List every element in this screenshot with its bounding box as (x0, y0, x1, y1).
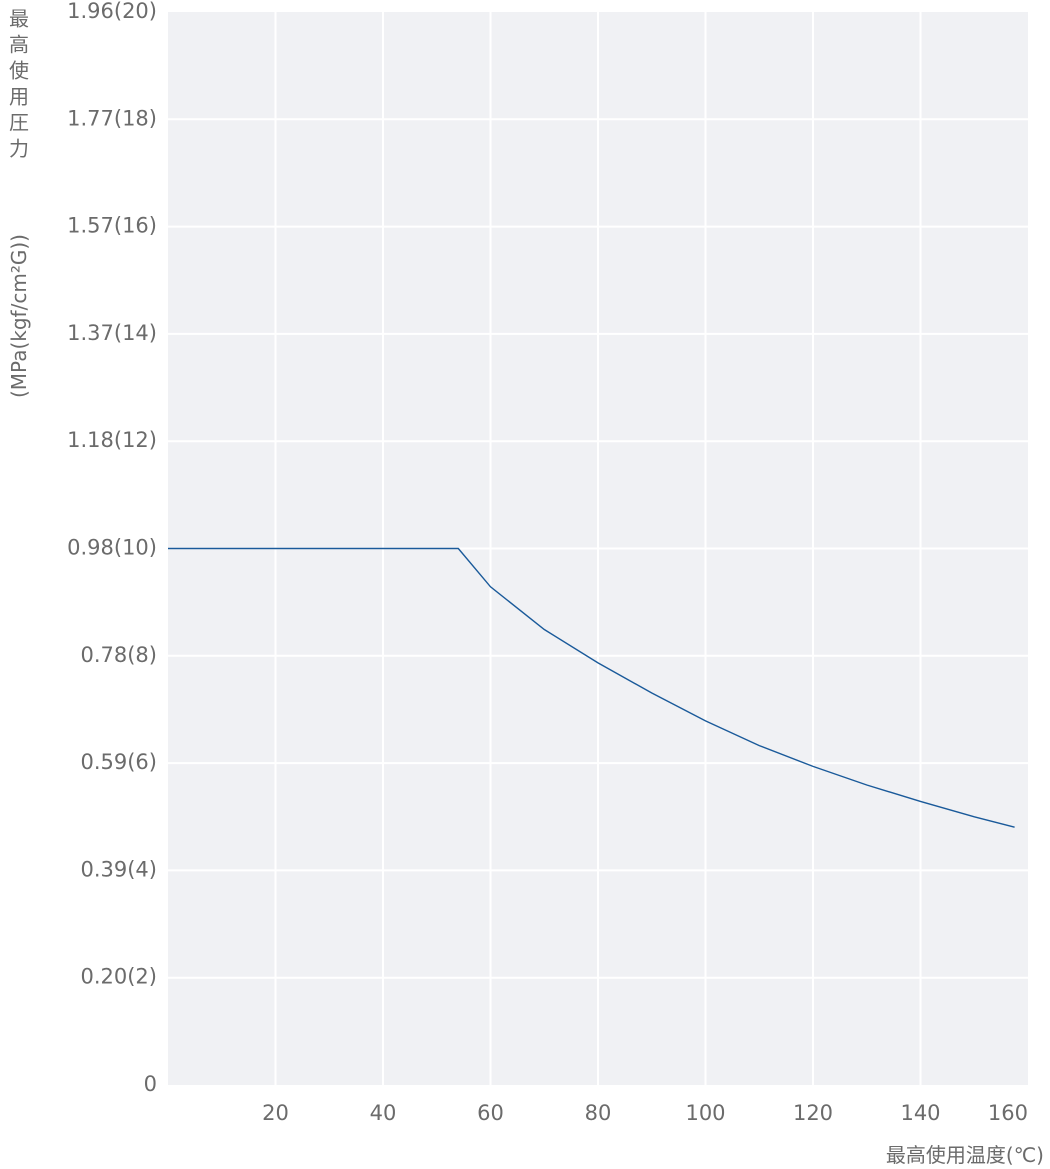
y-tick-label: 1.18(12) (67, 428, 157, 452)
x-tick-label: 140 (900, 1101, 940, 1125)
x-tick-label: 20 (262, 1101, 289, 1125)
y-axis-label-char: 力 (9, 137, 29, 161)
x-tick-label: 80 (585, 1101, 612, 1125)
y-tick-label: 0.78(8) (80, 643, 157, 667)
x-tick-label: 60 (477, 1101, 504, 1125)
y-axis-label-char: 最 (9, 7, 29, 31)
x-tick-label: 120 (793, 1101, 833, 1125)
y-tick-label: 0.20(2) (80, 965, 157, 989)
y-tick-label: 0.98(10) (67, 536, 157, 560)
x-axis-label: 最高使用温度(℃) (886, 1143, 1044, 1167)
y-axis-label-char: 使 (9, 59, 29, 83)
y-tick-label: 1.37(14) (67, 321, 157, 345)
y-axis-label-char: 高 (9, 33, 29, 57)
y-tick-label: 0.39(4) (80, 857, 157, 881)
y-axis-unit-label: (MPa(kgf/cm²G)) (7, 234, 31, 398)
y-tick-label: 0 (144, 1072, 157, 1096)
y-tick-label: 1.57(16) (67, 214, 157, 238)
y-axis-label-char: 圧 (9, 111, 29, 135)
x-tick-label: 40 (370, 1101, 397, 1125)
y-tick-label: 1.96(20) (67, 0, 157, 23)
y-tick-label: 0.59(6) (80, 750, 157, 774)
x-tick-label: 160 (988, 1101, 1028, 1125)
y-tick-label: 1.77(18) (67, 106, 157, 130)
y-axis-label-char: 用 (9, 85, 29, 109)
y-axis-ticks: 0 0.20(2) 0.39(4) 0.59(6) 0.78(8) 0.98(10) 1.1… (67, 0, 157, 1096)
series-line (168, 547, 1015, 828)
x-axis-ticks: 20 40 60 80 100 120 140 160 (262, 1101, 1028, 1125)
x-tick-label: 100 (685, 1101, 725, 1125)
